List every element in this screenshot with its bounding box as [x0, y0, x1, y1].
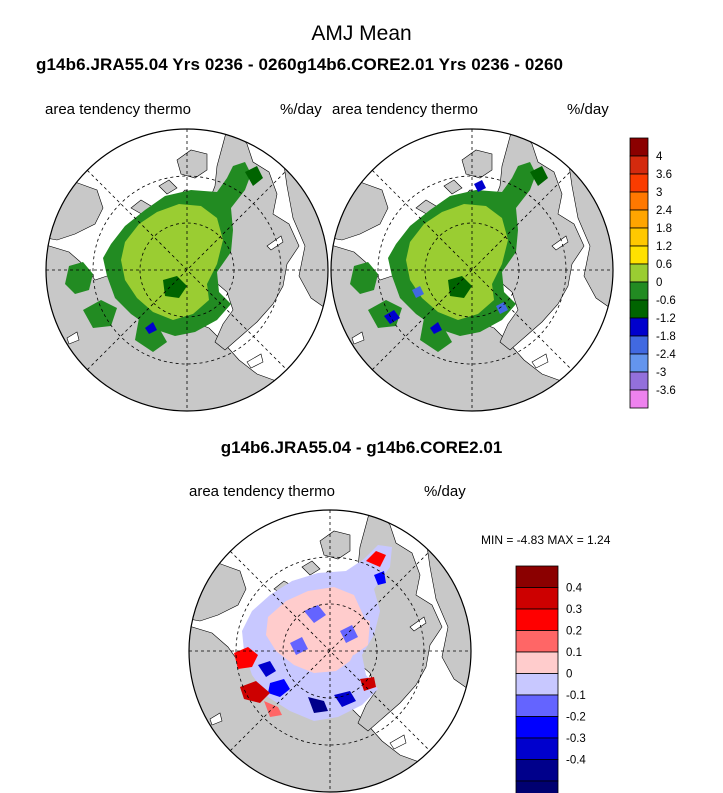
colorbar-diff-swatch	[515, 673, 559, 696]
colorbar-top-swatch	[629, 137, 649, 157]
colorbar-diff-label: -0.1	[566, 690, 586, 702]
colorbar-diff-label: 0.4	[566, 583, 583, 595]
colorbar-top-swatch	[629, 155, 649, 175]
colorbar-diff-swatch	[515, 630, 559, 653]
colorbar-top-label: -3.6	[656, 385, 676, 397]
colorbar-top-label: 0	[656, 277, 662, 289]
colorbar-diff-swatch	[515, 608, 559, 631]
colorbar-top-label: 3.6	[656, 169, 672, 181]
min-max-stats: MIN = -4.83 MAX = 1.24	[481, 533, 611, 547]
colorbar-top-swatch	[629, 335, 649, 355]
colorbar-top-label: -2.4	[656, 349, 676, 361]
colorbar-top: 4 3.6 3 2.4 1.8 1.2 0.6 0 -0.6 -1.2 -1.8 -2.4 -3 -3.6	[629, 137, 676, 409]
colorbar-top-swatch	[629, 317, 649, 337]
colorbar-top-swatch	[629, 299, 649, 319]
panel-diff-units: %/day	[424, 483, 466, 500]
colorbar-diff-swatch	[515, 651, 559, 674]
colorbar-diff-swatch	[515, 737, 559, 760]
colorbar-top-label: 2.4	[656, 205, 673, 217]
panel-diff-variable: area tendency thermo	[189, 483, 335, 500]
colorbar-top-swatch	[629, 389, 649, 409]
colorbar-diff-label: 0.1	[566, 647, 582, 659]
colorbar-top-label: 0.6	[656, 259, 672, 271]
figure-title: AMJ Mean	[311, 22, 412, 45]
colorbar-difference: 0.4 0.3 0.2 0.1 0 -0.1 -0.2 -0.3 -0.4	[515, 565, 586, 793]
colorbar-diff-swatch	[515, 780, 559, 793]
colorbar-top-swatch	[629, 263, 649, 283]
panel-left-units: %/day	[280, 101, 322, 118]
colorbar-top-label: -1.2	[656, 313, 676, 325]
colorbar-top-swatch	[629, 353, 649, 373]
panel-left-variable: area tendency thermo	[45, 101, 191, 118]
colorbar-top-swatch	[629, 227, 649, 247]
colorbar-top-swatch	[629, 245, 649, 265]
colorbar-top-label: -0.6	[656, 295, 676, 307]
colorbar-top-label: 3	[656, 187, 662, 199]
difference-title: g14b6.JRA55.04 - g14b6.CORE2.01	[220, 438, 503, 457]
colorbar-top-swatch	[629, 173, 649, 193]
map-left-jra55	[45, 128, 329, 412]
colorbar-top-label: -1.8	[656, 331, 676, 343]
colorbar-top-label: 1.2	[656, 241, 672, 253]
map-right-core2	[330, 128, 614, 412]
colorbar-top-label: -3	[656, 367, 666, 379]
colorbar-top-swatch	[629, 209, 649, 229]
colorbar-diff-swatch	[515, 565, 559, 588]
colorbar-diff-label: 0.2	[566, 626, 582, 638]
colorbar-diff-label: 0.3	[566, 604, 582, 616]
colorbar-diff-label: 0	[566, 669, 572, 681]
colorbar-diff-swatch	[515, 716, 559, 739]
panel-right-variable: area tendency thermo	[332, 101, 478, 118]
colorbar-top-swatch	[629, 281, 649, 301]
colorbar-diff-label: -0.4	[566, 755, 586, 767]
panel-right-units: %/day	[567, 101, 609, 118]
colorbar-diff-swatch	[515, 694, 559, 717]
map-difference	[188, 509, 472, 793]
colorbar-top-label: 1.8	[656, 223, 672, 235]
colorbar-diff-label: -0.2	[566, 712, 586, 724]
colorbar-diff-swatch	[515, 587, 559, 610]
colorbar-diff-label: -0.3	[566, 733, 586, 745]
top-header: g14b6.JRA55.04 Yrs 0236 - 0260g14b6.CORE…	[36, 55, 564, 74]
colorbar-top-label: 4	[656, 151, 663, 163]
colorbar-top-swatch	[629, 191, 649, 211]
colorbar-top-swatch	[629, 371, 649, 391]
colorbar-diff-swatch	[515, 759, 559, 782]
